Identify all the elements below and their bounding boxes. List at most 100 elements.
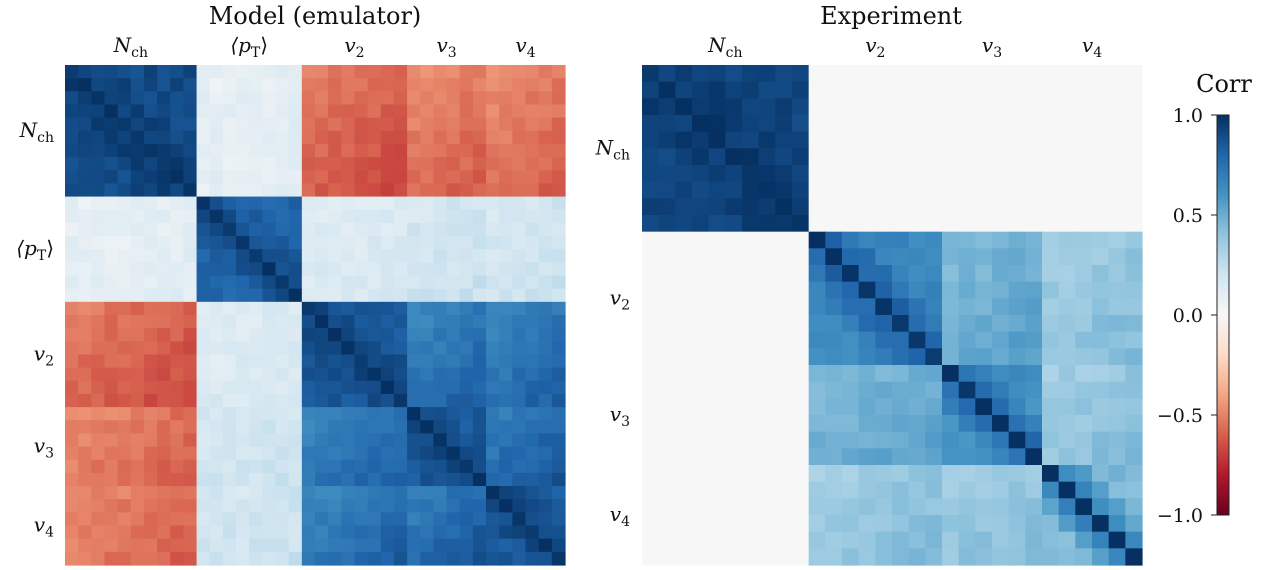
heatmap-cell	[708, 348, 726, 366]
heatmap-cell	[130, 538, 145, 553]
heatmap-cell	[262, 222, 277, 237]
heatmap-cell	[1092, 431, 1110, 449]
heatmap-cell	[433, 367, 448, 382]
heatmap-cell	[1025, 465, 1043, 483]
heatmap-cell	[551, 446, 566, 461]
heatmap-cell	[758, 198, 776, 216]
heatmap-cell	[459, 262, 474, 277]
heatmap-cell	[91, 341, 106, 356]
heatmap-cell	[792, 81, 810, 99]
heatmap-cell	[288, 354, 303, 369]
heatmap-cell	[275, 65, 290, 79]
heatmap-cell	[758, 65, 776, 83]
heatmap-cell	[1025, 98, 1043, 116]
heatmap-cell	[825, 115, 843, 133]
heatmap-cell	[725, 381, 743, 399]
heatmap-cell	[512, 420, 527, 435]
heatmap-cell	[808, 548, 826, 566]
heatmap-cell	[183, 538, 198, 553]
heatmap-cell	[486, 486, 500, 500]
heatmap-cell	[459, 512, 474, 527]
heatmap-cell	[393, 446, 408, 461]
heatmap-cell	[288, 486, 303, 500]
heatmap-cell	[925, 381, 943, 399]
heatmap-cell	[275, 196, 290, 211]
heatmap-cell	[525, 486, 540, 500]
heatmap-cell	[249, 170, 263, 185]
heatmap-cell	[209, 249, 224, 263]
heatmap-cell	[1108, 198, 1126, 216]
heatmap-cell	[675, 465, 693, 483]
heatmap-cell	[808, 215, 826, 233]
heatmap-cell	[249, 249, 263, 263]
heatmap-cell	[808, 65, 826, 83]
heatmap-cell	[328, 157, 342, 171]
heatmap-cell	[157, 78, 171, 92]
heatmap-cell	[975, 348, 993, 366]
heatmap-cell	[472, 104, 487, 119]
heatmap-cell	[170, 65, 185, 79]
heatmap-cell	[675, 398, 693, 416]
heatmap-cell	[1092, 198, 1110, 216]
heatmap-cell	[1125, 165, 1143, 183]
heatmap-cell	[1092, 181, 1110, 199]
heatmap-cell	[117, 130, 132, 145]
heatmap-cell	[808, 365, 826, 383]
heatmap-cell	[301, 341, 316, 356]
heatmap-cell	[1008, 515, 1026, 533]
heatmap-cell	[420, 170, 435, 185]
heatmap-cell	[393, 104, 408, 119]
heatmap-cell	[288, 407, 303, 421]
heatmap-cell	[288, 551, 303, 566]
heatmap-cell	[236, 275, 250, 290]
heatmap-cell	[249, 262, 263, 277]
heatmap-cell	[249, 538, 263, 553]
heatmap-cell	[708, 381, 726, 399]
heatmap-cell	[958, 381, 976, 399]
heatmap-cell	[249, 525, 263, 540]
heatmap-cell	[367, 459, 382, 474]
heatmap-cell	[315, 170, 329, 185]
heatmap-cell	[367, 486, 382, 500]
heatmap-cell	[742, 181, 760, 199]
heatmap-cell	[708, 181, 726, 199]
heatmap-cell	[708, 548, 726, 566]
heatmap-cell	[341, 143, 356, 158]
row-label: v3	[34, 434, 54, 462]
heatmap-cell	[708, 331, 726, 349]
heatmap-cell	[236, 222, 250, 237]
heatmap-cell	[512, 91, 527, 106]
heatmap-cell	[157, 222, 171, 237]
heatmap-cell	[808, 148, 826, 166]
heatmap-cell	[354, 551, 369, 566]
heatmap-cell	[892, 231, 910, 249]
heatmap-cell	[341, 341, 356, 356]
heatmap-cell	[642, 448, 660, 466]
heatmap-cell	[792, 115, 810, 133]
heatmap-cell	[992, 365, 1010, 383]
heatmap-cell	[78, 249, 92, 263]
heatmap-cell	[708, 515, 726, 533]
heatmap-cell	[658, 281, 676, 299]
heatmap-cell	[407, 525, 421, 540]
heatmap-cell	[78, 262, 92, 277]
heatmap-cell	[525, 170, 540, 185]
heatmap-cell	[249, 222, 263, 237]
heatmap-cell	[367, 78, 382, 92]
heatmap-cell	[875, 331, 893, 349]
heatmap-cell	[908, 331, 926, 349]
heatmap-cell	[472, 143, 487, 158]
heatmap-cell	[354, 183, 369, 198]
heatmap-cell	[538, 393, 553, 408]
heatmap-cell	[433, 104, 448, 119]
heatmap-cell	[658, 248, 676, 266]
heatmap-cell	[143, 367, 158, 382]
heatmap-cell	[675, 315, 693, 333]
heatmap-cell	[249, 472, 263, 487]
heatmap-cell	[433, 236, 448, 250]
heatmap-cell	[958, 498, 976, 516]
heatmap-cell	[758, 548, 776, 566]
column-label: Nch	[707, 33, 742, 61]
heatmap-cell	[170, 459, 185, 474]
